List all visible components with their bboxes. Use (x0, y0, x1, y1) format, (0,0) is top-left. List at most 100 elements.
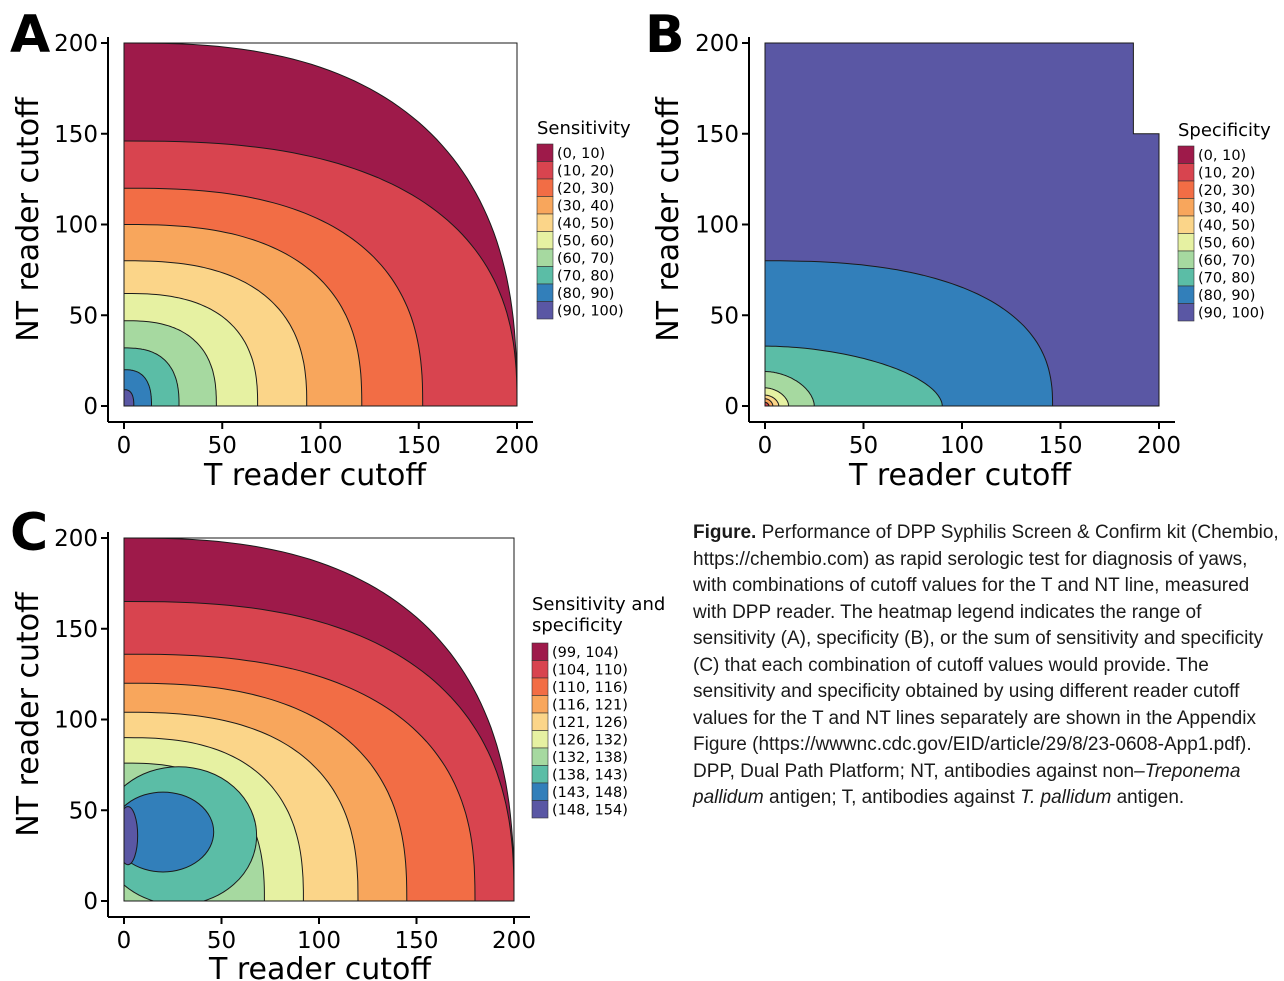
y-tick-label: 0 (724, 394, 739, 420)
legend-swatch (531, 747, 549, 766)
legend-label: (50, 60) (1198, 236, 1255, 252)
x-tick-label: 200 (1137, 433, 1181, 459)
legend-swatch (531, 730, 549, 749)
legend-swatch (536, 178, 554, 197)
panel-letter: A (10, 5, 50, 65)
legend-label: (90, 100) (557, 304, 624, 320)
y-tick-label: 100 (695, 213, 739, 239)
y-tick-label: 0 (83, 889, 98, 915)
panel-b: B 0 50 100 150 200 0 50 100 150 200 T reader cutoff… (645, 5, 1271, 493)
y-tick-label: 150 (695, 122, 739, 148)
x-tick-label: 150 (397, 433, 441, 459)
legend-label: (10, 20) (557, 164, 614, 180)
x-axis-label: T reader cutoff (208, 952, 432, 981)
caption-italic-2: T. pallidum (1020, 787, 1112, 808)
y-tick-label: 200 (695, 31, 739, 57)
caption-text-1: Performance of DPP Syphilis Screen & Con… (693, 522, 1279, 782)
x-axis-label: T reader cutoff (203, 458, 427, 493)
heatmap-area (124, 538, 514, 901)
legend-label: (70, 80) (1198, 271, 1255, 287)
heatmap-blob-2 (124, 806, 139, 866)
legend-label: (30, 40) (1198, 201, 1255, 217)
figure-caption: Figure. Performance of DPP Syphilis Scre… (693, 520, 1281, 812)
x-tick-label: 150 (1039, 433, 1083, 459)
x-tick-label: 100 (940, 433, 984, 459)
heatmap-area (124, 43, 517, 406)
legend-label: (10, 20) (1198, 166, 1255, 182)
legend: Sensitivity (0, 10) (10, 20)(20, 30) (30, 4… (536, 118, 631, 320)
legend-label: (104, 110) (552, 663, 628, 679)
heatmap-blob-1 (124, 791, 215, 873)
legend-swatch (536, 248, 554, 267)
panel-letter: B (645, 5, 685, 65)
legend-label: (40, 50) (557, 216, 614, 232)
legend-label: (99, 104) (552, 645, 619, 661)
legend-label: (0, 10) (557, 146, 605, 162)
y-tick-label: 50 (710, 303, 739, 329)
legend: Specificity (0, 10) (10, 20)(20, 30) (30, 4… (1177, 120, 1271, 322)
heatmap-area (765, 43, 1159, 406)
panel-a: A 0 50 100 150 200 0 50 100 150 200 T reader cutoff… (10, 5, 631, 493)
legend-label: (148, 154) (552, 803, 628, 819)
heatmap-region-9 (124, 389, 135, 406)
legend-label: (20, 30) (557, 181, 614, 197)
legend-swatch (531, 782, 549, 801)
plot-outline (764, 42, 1160, 407)
y-axis-label: NT reader cutoff (11, 591, 46, 837)
legend-swatch (531, 800, 549, 819)
legend-title: specificity (532, 615, 623, 636)
legend-swatch (531, 695, 549, 714)
legend-swatch (531, 712, 549, 731)
heatmap-region-6 (765, 401, 770, 406)
legend-swatch (531, 660, 549, 679)
x-tick-label: 200 (492, 928, 536, 954)
legend-label: (90, 100) (1198, 306, 1265, 322)
legend-label: (60, 70) (1198, 253, 1255, 269)
y-tick-label: 150 (54, 617, 98, 643)
legend-title: Specificity (1178, 120, 1271, 141)
x-axis-label: T reader cutoff (848, 458, 1072, 493)
x-tick-label: 0 (117, 928, 132, 954)
legend-swatch (536, 161, 554, 180)
legend-swatch (1177, 215, 1195, 234)
legend-swatch (1177, 303, 1195, 322)
x-tick-label: 50 (849, 433, 878, 459)
legend-swatch (1177, 285, 1195, 304)
legend-swatch (536, 283, 554, 302)
legend-title: Sensitivity (537, 118, 631, 139)
x-tick-label: 0 (117, 433, 132, 459)
caption-label: Figure. (693, 522, 757, 543)
heatmap-region-1 (765, 345, 943, 406)
legend-swatch (531, 677, 549, 696)
legend-swatch (531, 642, 549, 661)
legend-swatch (536, 196, 554, 215)
legend-label: (70, 80) (557, 269, 614, 285)
legend-title: Sensitivity and (532, 594, 665, 615)
panel-letter: C (10, 503, 48, 563)
legend-label: (126, 132) (552, 733, 628, 749)
y-tick-label: 100 (54, 708, 98, 734)
legend-swatch (1177, 180, 1195, 199)
x-tick-label: 200 (495, 433, 539, 459)
x-tick-label: 50 (207, 928, 236, 954)
legend-swatch (536, 301, 554, 320)
x-tick-label: 0 (758, 433, 773, 459)
legend-swatch (1177, 268, 1195, 287)
plot-outline (123, 42, 518, 407)
y-tick-label: 200 (54, 31, 98, 57)
legend-label: (143, 148) (552, 785, 628, 801)
x-tick-label: 100 (299, 433, 343, 459)
legend-swatch (536, 213, 554, 232)
legend-label: (132, 138) (552, 750, 628, 766)
legend-label: (110, 116) (552, 680, 628, 696)
legend-label: (80, 90) (1198, 288, 1255, 304)
legend-label: (20, 30) (1198, 183, 1255, 199)
plot-outline (123, 537, 515, 902)
legend-label: (50, 60) (557, 234, 614, 250)
legend-swatch (1177, 163, 1195, 182)
y-tick-label: 0 (83, 394, 98, 420)
x-tick-label: 150 (395, 928, 439, 954)
legend-label: (138, 143) (552, 768, 628, 784)
legend-label: (30, 40) (557, 199, 614, 215)
